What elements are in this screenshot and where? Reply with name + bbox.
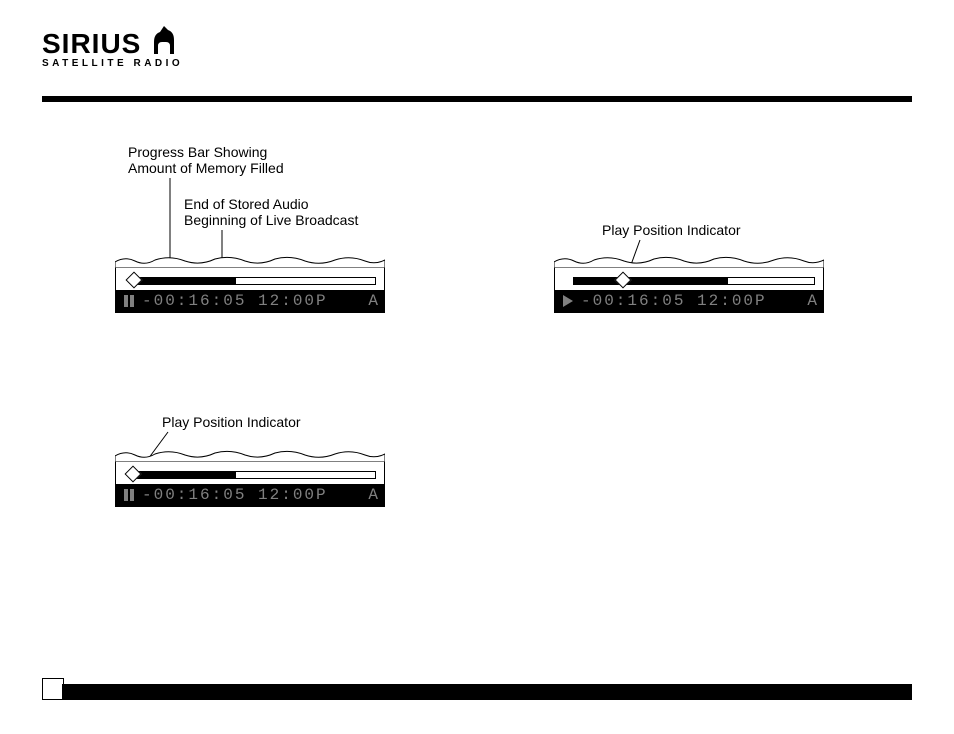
progress-track xyxy=(573,277,815,285)
display-bottom-left: -00:16:05 12:00P A xyxy=(115,448,385,507)
torn-edge-icon xyxy=(115,254,385,268)
pause-icon xyxy=(122,488,136,502)
progress-bar-row xyxy=(555,268,823,290)
time-text: -00:16:05 12:00P xyxy=(142,290,368,312)
label-line: Amount of Memory Filled xyxy=(128,160,284,176)
time-text: -00:16:05 12:00P xyxy=(142,484,368,506)
play-position-diamond xyxy=(126,272,143,289)
brand-subtitle: SATELLITE RADIO xyxy=(42,58,222,69)
play-position-diamond xyxy=(615,272,632,289)
display-top-left: -00:16:05 12:00P A xyxy=(115,254,385,313)
torn-edge-icon xyxy=(554,254,824,268)
brand-name: SIRIUS xyxy=(42,30,222,58)
status-right: A xyxy=(368,484,384,506)
status-right: A xyxy=(368,290,384,312)
progress-track xyxy=(134,471,376,479)
status-strip: -00:16:05 12:00P A xyxy=(116,484,384,506)
label-line: End of Stored Audio xyxy=(184,196,309,212)
status-strip: -00:16:05 12:00P A xyxy=(116,290,384,312)
progress-bar-row xyxy=(116,268,384,290)
callout-arrows xyxy=(0,0,954,734)
torn-edge-icon xyxy=(115,448,385,462)
label-line: Beginning of Live Broadcast xyxy=(184,212,358,228)
time-text: -00:16:05 12:00P xyxy=(581,290,807,312)
progress-fill xyxy=(135,278,236,284)
progress-track xyxy=(134,277,376,285)
label-play-pos-left: Play Position Indicator xyxy=(162,414,301,430)
status-right: A xyxy=(807,290,823,312)
brand-logo: SIRIUS SATELLITE RADIO xyxy=(42,30,222,69)
progress-fill xyxy=(574,278,728,284)
label-play-pos-right: Play Position Indicator xyxy=(602,222,741,238)
play-position-diamond xyxy=(125,466,142,483)
footer-bar xyxy=(62,684,912,700)
label-progress-memory: Progress Bar Showing Amount of Memory Fi… xyxy=(128,144,284,176)
label-line: Progress Bar Showing xyxy=(128,144,267,160)
play-icon xyxy=(561,294,575,308)
progress-bar-row xyxy=(116,462,384,484)
label-end-stored: End of Stored Audio Beginning of Live Br… xyxy=(184,196,358,228)
dog-icon xyxy=(150,24,178,56)
display-top-right: -00:16:05 12:00P A xyxy=(554,254,824,313)
header-rule xyxy=(42,96,912,102)
progress-fill xyxy=(135,472,236,478)
pause-icon xyxy=(122,294,136,308)
page-number-box xyxy=(42,678,64,700)
status-strip: -00:16:05 12:00P A xyxy=(555,290,823,312)
